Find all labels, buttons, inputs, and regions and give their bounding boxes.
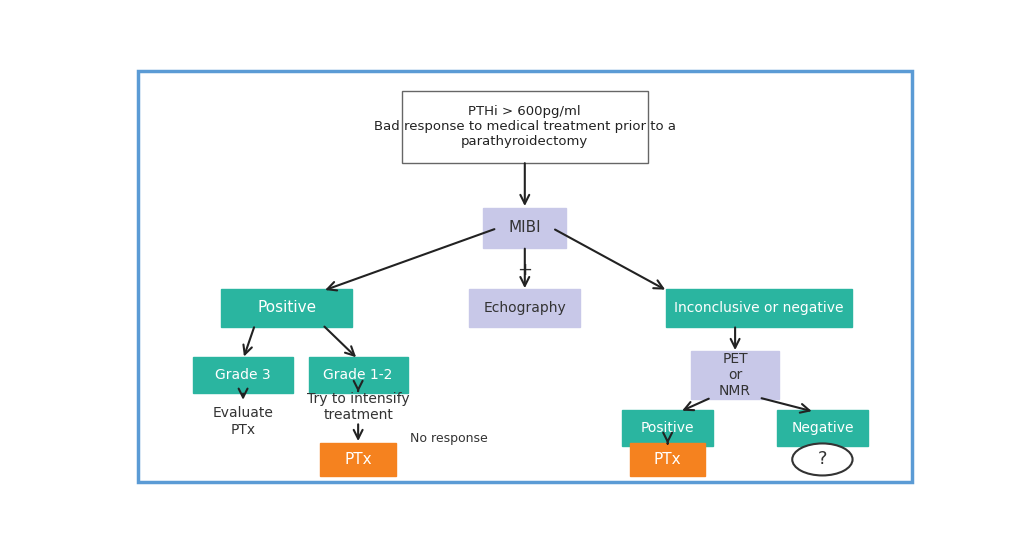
FancyBboxPatch shape <box>194 357 293 393</box>
Text: Positive: Positive <box>257 300 316 315</box>
FancyBboxPatch shape <box>622 410 714 446</box>
Text: MIBI: MIBI <box>509 220 541 235</box>
Text: Inconclusive or negative: Inconclusive or negative <box>674 301 844 315</box>
FancyBboxPatch shape <box>321 443 396 476</box>
FancyBboxPatch shape <box>691 351 778 399</box>
Text: PET
or
NMR: PET or NMR <box>719 352 752 398</box>
Text: Negative: Negative <box>792 421 854 435</box>
FancyBboxPatch shape <box>469 289 581 327</box>
Text: PTx: PTx <box>344 452 372 467</box>
Text: No response: No response <box>410 432 487 445</box>
FancyBboxPatch shape <box>401 91 648 162</box>
Text: Grade 1-2: Grade 1-2 <box>324 368 393 382</box>
Circle shape <box>793 444 853 475</box>
FancyBboxPatch shape <box>666 289 852 327</box>
Text: +: + <box>517 261 532 279</box>
Text: Grade 3: Grade 3 <box>215 368 271 382</box>
Text: PTx: PTx <box>654 452 681 467</box>
Text: ?: ? <box>817 450 827 468</box>
FancyBboxPatch shape <box>777 410 868 446</box>
Text: PTHi > 600pg/ml
Bad response to medical treatment prior to a
parathyroidectomy: PTHi > 600pg/ml Bad response to medical … <box>374 105 676 148</box>
FancyBboxPatch shape <box>308 357 408 393</box>
FancyBboxPatch shape <box>483 208 566 248</box>
Text: Try to intensify
treatment: Try to intensify treatment <box>307 392 410 422</box>
Text: Echography: Echography <box>483 301 566 315</box>
Text: Positive: Positive <box>641 421 694 435</box>
FancyBboxPatch shape <box>630 443 706 476</box>
Text: Evaluate
PTx: Evaluate PTx <box>213 406 273 437</box>
FancyBboxPatch shape <box>221 289 352 327</box>
